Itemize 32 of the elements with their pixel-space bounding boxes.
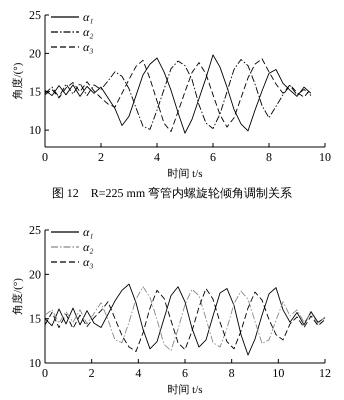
x-tick-label: 2 (98, 150, 104, 164)
y-tick-label: 25 (29, 8, 41, 22)
y-tick-label: 10 (29, 123, 41, 138)
y-tick-label: 10 (29, 356, 41, 370)
x-tick-label: 10 (272, 366, 284, 380)
y-tick-label: 25 (29, 223, 41, 237)
x-tick-label: 6 (210, 150, 216, 164)
legend-label: α₂ (83, 25, 94, 39)
x-tick-label: 6 (182, 366, 188, 380)
y-tick-label: 15 (29, 312, 41, 326)
x-tick-label: 12 (319, 366, 331, 380)
y-axis-title: 角度/(°) (11, 278, 24, 315)
legend-label: α₁ (83, 225, 94, 239)
caption: 图 12 R=225 mm 弯管内螺旋轮倾角调制关系 (52, 186, 292, 200)
y-axis-title: 角度/(°) (11, 62, 24, 100)
x-tick-label: 8 (228, 366, 235, 380)
legend-label: α₃ (83, 40, 94, 54)
x-axis-title: 时间 t/s (167, 383, 203, 396)
x-tick-label: 4 (135, 366, 142, 380)
x-tick-label: 0 (42, 150, 48, 164)
y-tick-label: 20 (29, 46, 41, 60)
legend-label: α₃ (83, 255, 94, 269)
x-tick-label: 8 (266, 150, 272, 164)
x-tick-label: 10 (319, 150, 331, 164)
x-tick-label: 2 (88, 366, 95, 380)
legend-label: α₂ (83, 240, 94, 254)
x-axis-title: 时间 t/s (167, 167, 203, 180)
y-tick-label: 15 (29, 84, 41, 99)
legend-label: α₁ (83, 10, 94, 24)
y-tick-label: 20 (29, 267, 41, 282)
x-tick-label: 4 (154, 150, 160, 164)
x-tick-label: 0 (42, 366, 48, 380)
